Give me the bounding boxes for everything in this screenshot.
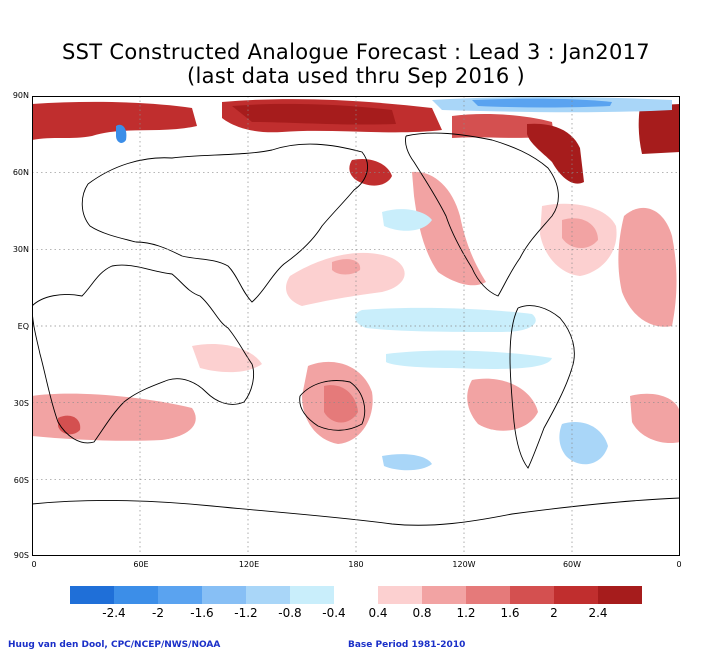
colorbar-label: -0.4 — [322, 606, 346, 620]
barents-cold — [116, 124, 127, 143]
y-label-30n: 30N — [12, 245, 29, 254]
colorbar-box — [510, 586, 554, 604]
x-label-120w: 120W — [452, 560, 476, 569]
arctic-cold-core — [472, 98, 612, 108]
southern-ocean-cold — [382, 454, 432, 471]
x-label-60w: 60W — [562, 560, 582, 569]
y-label-eq: EQ — [17, 322, 29, 331]
africa-outline — [32, 264, 255, 444]
north-pacific-warm — [286, 252, 405, 306]
colorbar-box — [598, 586, 642, 604]
greenland-sea-warm — [638, 104, 680, 154]
arctic-warm-siberia-core — [232, 103, 396, 125]
y-label-60s: 60S — [13, 476, 29, 485]
colorbar-box — [422, 586, 466, 604]
australia-outline — [299, 380, 366, 431]
colorbar-box — [334, 586, 378, 604]
southwest-atlantic-cold — [559, 422, 608, 465]
colorbar-label: -2 — [152, 606, 164, 620]
colorbar-box — [202, 586, 246, 604]
colorbar-label: 0.8 — [412, 606, 432, 620]
colorbar-box — [378, 586, 422, 604]
hudson-bay-warm — [527, 123, 584, 184]
colorbar-box — [246, 586, 290, 604]
y-label-30s: 30S — [13, 399, 29, 408]
colorbar-box — [290, 586, 334, 604]
credit-author: Huug van den Dool, CPC/NCEP/NWS/NOAA — [8, 640, 221, 650]
warm-anomaly-regions — [32, 99, 680, 444]
x-label-0-right: 0 — [676, 560, 682, 569]
bering-warm — [349, 158, 392, 186]
x-label-120e: 120E — [238, 560, 260, 569]
cold-anomaly-regions — [116, 97, 672, 471]
colorbar-box — [114, 586, 158, 604]
colorbar-label: 1.6 — [500, 606, 520, 620]
indian-ocean-warm — [192, 344, 262, 373]
tasman-warm-core — [324, 385, 358, 423]
south-atlantic-warm — [630, 393, 680, 444]
continent-outlines — [32, 132, 680, 526]
y-label-90s: 90S — [13, 551, 29, 560]
arctic-warm-west — [32, 101, 197, 140]
colorbar-label: 0.4 — [368, 606, 388, 620]
colorbar — [70, 586, 642, 604]
map-frame — [32, 96, 680, 556]
east-atlantic-warm — [618, 207, 677, 327]
south-america-outline — [509, 305, 575, 469]
equatorial-pacific-cold — [354, 307, 536, 332]
colorbar-label: -2.4 — [102, 606, 126, 620]
colorbar-box — [466, 586, 510, 604]
northeast-pacific-cold — [382, 209, 432, 231]
colorbar-label: -1.2 — [234, 606, 258, 620]
map-title-line1: SST Constructed Analogue Forecast : Lead… — [62, 40, 650, 64]
x-label-60e: 60E — [133, 560, 149, 569]
north-america-outline — [405, 132, 559, 297]
colorbar-label: -1.6 — [190, 606, 214, 620]
sst-anomaly-map — [32, 96, 680, 556]
colorbar-box — [158, 586, 202, 604]
colorbar-label: -0.8 — [278, 606, 302, 620]
credit-base-period: Base Period 1981-2010 — [348, 640, 466, 650]
map-title-line2: (last data used thru Sep 2016 ) — [187, 64, 525, 88]
x-label-180: 180 — [348, 560, 364, 569]
north-atlantic-warm-core — [562, 218, 598, 249]
x-label-0: 0 — [31, 560, 37, 569]
colorbar-label: 2 — [550, 606, 558, 620]
colorbar-box — [70, 586, 114, 604]
antarctica-outline — [32, 497, 680, 526]
y-label-90n: 90N — [12, 91, 29, 100]
eurasia-outline — [81, 143, 369, 303]
colorbar-boxes — [70, 586, 642, 604]
north-pacific-warm-core — [332, 259, 361, 275]
northeast-pacific-warm — [412, 171, 486, 286]
graticule — [32, 96, 680, 556]
south-pacific-warm — [467, 378, 538, 431]
colorbar-label: 1.2 — [456, 606, 476, 620]
colorbar-box — [554, 586, 598, 604]
colorbar-label: 2.4 — [588, 606, 608, 620]
y-label-60n: 60N — [12, 168, 29, 177]
